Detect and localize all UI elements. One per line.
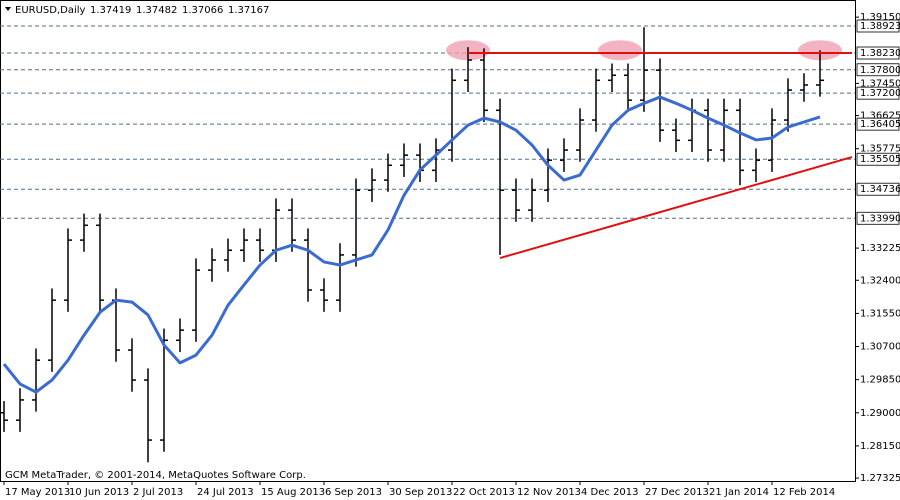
y-tick-label: 1.39150 bbox=[860, 12, 900, 23]
footer: GCM MetaTrader, © 2001-2014, MetaQuotes … bbox=[5, 470, 306, 481]
quote-value: 1.37482 bbox=[136, 5, 177, 16]
symbol: EURUSD,Daily bbox=[15, 5, 86, 16]
y-tick-label: 1.29000 bbox=[860, 408, 900, 419]
y-tick-label: 1.31550 bbox=[860, 308, 900, 319]
level-label: 1.34736 bbox=[860, 184, 900, 195]
level-label-box bbox=[856, 117, 900, 131]
y-tick-label: 1.36625 bbox=[860, 111, 900, 122]
level-label: 1.33990 bbox=[860, 213, 900, 224]
trendline bbox=[499, 156, 853, 260]
x-tick-label: 10 Jun 2013 bbox=[69, 487, 129, 498]
level-label: 1.37200 bbox=[860, 88, 900, 99]
y-tick-label: 1.37450 bbox=[860, 78, 900, 89]
level-label-box bbox=[856, 63, 900, 77]
level-label-box bbox=[856, 46, 900, 60]
x-tick-label: 2 Jul 2013 bbox=[133, 487, 183, 498]
level-label: 1.36405 bbox=[860, 119, 900, 130]
quote-value: 1.37419 bbox=[90, 5, 131, 16]
quote: 1.37419 1.37482 1.37066 1.37167 bbox=[90, 5, 269, 16]
y-tick-label: 1.27325 bbox=[860, 473, 900, 484]
y-tick-label: 1.29850 bbox=[860, 375, 900, 386]
moving-average bbox=[2, 95, 821, 394]
level-label-box bbox=[856, 19, 900, 33]
x-tick-label: 12 Feb 2014 bbox=[773, 487, 835, 498]
level-label: 1.38230 bbox=[860, 48, 900, 59]
y-tick-label: 1.30700 bbox=[860, 342, 900, 353]
level-label: 1.35505 bbox=[860, 154, 900, 165]
x-tick-label: 24 Jul 2013 bbox=[197, 487, 254, 498]
x-tick-label: 17 May 2013 bbox=[5, 487, 70, 498]
x-tick-label: 22 Oct 2013 bbox=[453, 487, 515, 498]
level-label-box bbox=[856, 211, 900, 225]
x-tick-label: 6 Sep 2013 bbox=[325, 487, 382, 498]
plot-frame bbox=[0, 0, 856, 482]
highlight bbox=[598, 40, 642, 61]
x-tick-label: 30 Sep 2013 bbox=[389, 487, 452, 498]
level-label: 1.38923 bbox=[860, 21, 900, 32]
quote-value: 1.37066 bbox=[182, 5, 223, 16]
menu-icon bbox=[5, 7, 11, 11]
quote-value: 1.37167 bbox=[228, 5, 269, 16]
level-label-box bbox=[856, 86, 900, 100]
x-tick-label: 15 Aug 2013 bbox=[261, 487, 325, 498]
x-tick-label: 12 Nov 2013 bbox=[517, 487, 581, 498]
level-label-box bbox=[856, 152, 900, 166]
y-tick-label: 1.35775 bbox=[860, 144, 900, 155]
y-tick-label: 1.32400 bbox=[860, 275, 900, 286]
x-tick-label: 4 Dec 2013 bbox=[581, 487, 639, 498]
level-label: 1.37800 bbox=[860, 65, 900, 76]
y-tick-label: 1.33225 bbox=[860, 243, 900, 254]
x-tick-label: 21 Jan 2014 bbox=[709, 487, 769, 498]
level-label-box bbox=[856, 182, 900, 196]
y-tick-label: 1.28150 bbox=[860, 441, 900, 452]
x-tick-label: 27 Dec 2013 bbox=[645, 487, 709, 498]
